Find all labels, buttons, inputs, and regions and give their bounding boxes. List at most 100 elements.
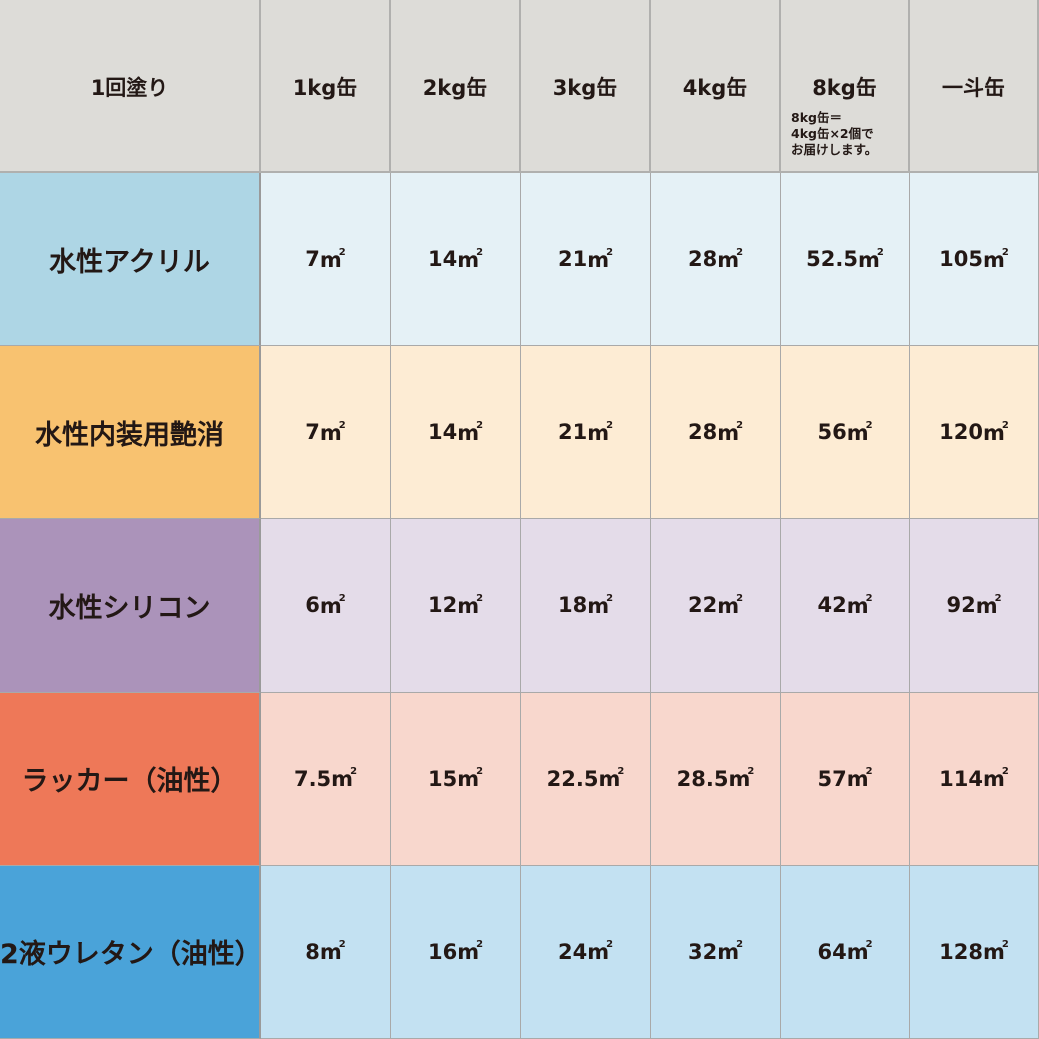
table-cell-text: 24 xyxy=(557,939,588,964)
table-cell-text: 22.5 xyxy=(546,766,599,791)
8kg-note: 8kg缶＝ 4kg缶×2個で お届けします。 xyxy=(791,110,878,157)
table-cell-text: 114 xyxy=(939,766,983,791)
table-cell: 18 m2 xyxy=(521,519,651,693)
unit-m2: m2 xyxy=(587,939,614,965)
table-cell: 21 m2 xyxy=(521,173,651,347)
table-cell: 7.5 m2 xyxy=(261,692,391,866)
unit-m2: m2 xyxy=(587,246,614,272)
table-cell: 42 m2 xyxy=(781,519,910,693)
table-cell-text: 12 xyxy=(427,593,458,618)
table-cell: 21 m2 xyxy=(521,346,651,520)
column-header-text: 一斗缶 xyxy=(942,76,1005,100)
column-header: 2kg缶 xyxy=(391,0,521,173)
unit-m2: m2 xyxy=(457,419,484,445)
unit-m2: m2 xyxy=(587,592,614,618)
unit-m2: m2 xyxy=(457,246,484,272)
table-cell-text: 6 xyxy=(305,593,320,618)
column-header-text: 3kg缶 xyxy=(552,76,618,100)
table-cell: 12 m2 xyxy=(391,519,521,693)
unit-m2: m2 xyxy=(982,246,1009,272)
unit-m2: m2 xyxy=(457,939,484,965)
table-cell: 28.5 m2 xyxy=(651,692,781,866)
header-corner: 1回塗り xyxy=(0,0,261,173)
row-label-text: 2液ウレタン（油性） xyxy=(0,939,262,971)
table-cell-text: 52.5 xyxy=(806,247,858,272)
table-cell-text: 42 xyxy=(817,593,847,618)
unit-m2: m2 xyxy=(319,939,346,965)
unit-m2: m2 xyxy=(319,419,346,445)
unit-m2: m2 xyxy=(982,766,1009,792)
row-label: 水性アクリル xyxy=(0,173,261,347)
header-corner-text: 1回塗り xyxy=(90,76,169,100)
table-cell: 7 m2 xyxy=(261,346,391,520)
table-cell-text: 16 xyxy=(427,939,458,964)
row-label: ラッカー（油性） xyxy=(0,692,261,866)
table-cell-text: 15 xyxy=(427,766,458,791)
table-cell-text: 7 xyxy=(305,420,320,445)
unit-m2: m2 xyxy=(717,246,744,272)
row-label-text: 水性シリコン xyxy=(48,592,211,624)
table-cell: 32 m2 xyxy=(651,865,781,1039)
table-cell: 6 m2 xyxy=(261,519,391,693)
unit-m2: m2 xyxy=(982,419,1009,445)
unit-m2: m2 xyxy=(846,939,873,965)
table-cell-text: 32 xyxy=(687,939,718,964)
table-cell-text: 8 xyxy=(305,939,320,964)
row-label: 水性シリコン xyxy=(0,519,261,693)
table-cell-text: 14 xyxy=(427,247,458,272)
column-header: 8kg缶 8kg缶＝ 4kg缶×2個で お届けします。 xyxy=(781,0,910,173)
unit-m2: m2 xyxy=(457,592,484,618)
table-cell-text: 7.5 xyxy=(293,766,332,791)
table-cell: 15 m2 xyxy=(391,692,521,866)
unit-m2: m2 xyxy=(598,766,625,792)
row-label-text: ラッカー（油性） xyxy=(21,766,238,798)
table-cell-text: 128 xyxy=(939,939,983,964)
table-cell-text: 7 xyxy=(305,247,320,272)
row-label-text: 水性アクリル xyxy=(49,246,210,278)
table-cell: 7 m2 xyxy=(261,173,391,347)
column-header: 4kg缶 xyxy=(651,0,781,173)
unit-m2: m2 xyxy=(846,592,873,618)
unit-m2: m2 xyxy=(717,592,744,618)
table-cell: 52.5 m2 xyxy=(781,173,910,347)
table-cell: 57 m2 xyxy=(781,692,910,866)
table-cell-text: 28.5 xyxy=(676,766,729,791)
table-cell-text: 56 xyxy=(817,420,847,445)
table-cell-text: 14 xyxy=(427,420,458,445)
table-cell: 28 m2 xyxy=(651,173,781,347)
table-cell-text: 120 xyxy=(939,420,983,445)
row-label-text: 水性内装用艶消 xyxy=(35,419,224,451)
table-cell-text: 28 xyxy=(687,420,718,445)
table-cell: 114 m2 xyxy=(910,692,1039,866)
table-cell-text: 18 xyxy=(557,593,588,618)
table-cell-text: 105 xyxy=(939,247,983,272)
unit-m2: m2 xyxy=(857,246,884,272)
table-cell: 28 m2 xyxy=(651,346,781,520)
table-cell: 8 m2 xyxy=(261,865,391,1039)
unit-m2: m2 xyxy=(587,419,614,445)
column-header: 1kg缶 xyxy=(261,0,391,173)
table-cell-text: 28 xyxy=(687,247,718,272)
unit-m2: m2 xyxy=(846,419,873,445)
table-cell-text: 21 xyxy=(557,420,588,445)
unit-m2: m2 xyxy=(319,246,346,272)
table-cell: 16 m2 xyxy=(391,865,521,1039)
table-cell: 22.5 m2 xyxy=(521,692,651,866)
table-cell: 22 m2 xyxy=(651,519,781,693)
unit-m2: m2 xyxy=(457,766,484,792)
table-cell-text: 22 xyxy=(687,593,718,618)
unit-m2: m2 xyxy=(728,766,755,792)
table-cell-text: 57 xyxy=(817,766,847,791)
column-header-text: 1kg缶 xyxy=(292,76,358,100)
unit-m2: m2 xyxy=(975,592,1002,618)
column-header-text: 8kg缶 xyxy=(812,76,877,100)
column-header-text: 2kg缶 xyxy=(422,76,488,100)
table-cell-text: 92 xyxy=(946,593,976,618)
unit-m2: m2 xyxy=(982,939,1009,965)
unit-m2: m2 xyxy=(331,766,358,792)
table-cell: 128 m2 xyxy=(910,865,1039,1039)
unit-m2: m2 xyxy=(846,766,873,792)
row-label: 水性内装用艶消 xyxy=(0,346,261,520)
unit-m2: m2 xyxy=(717,419,744,445)
